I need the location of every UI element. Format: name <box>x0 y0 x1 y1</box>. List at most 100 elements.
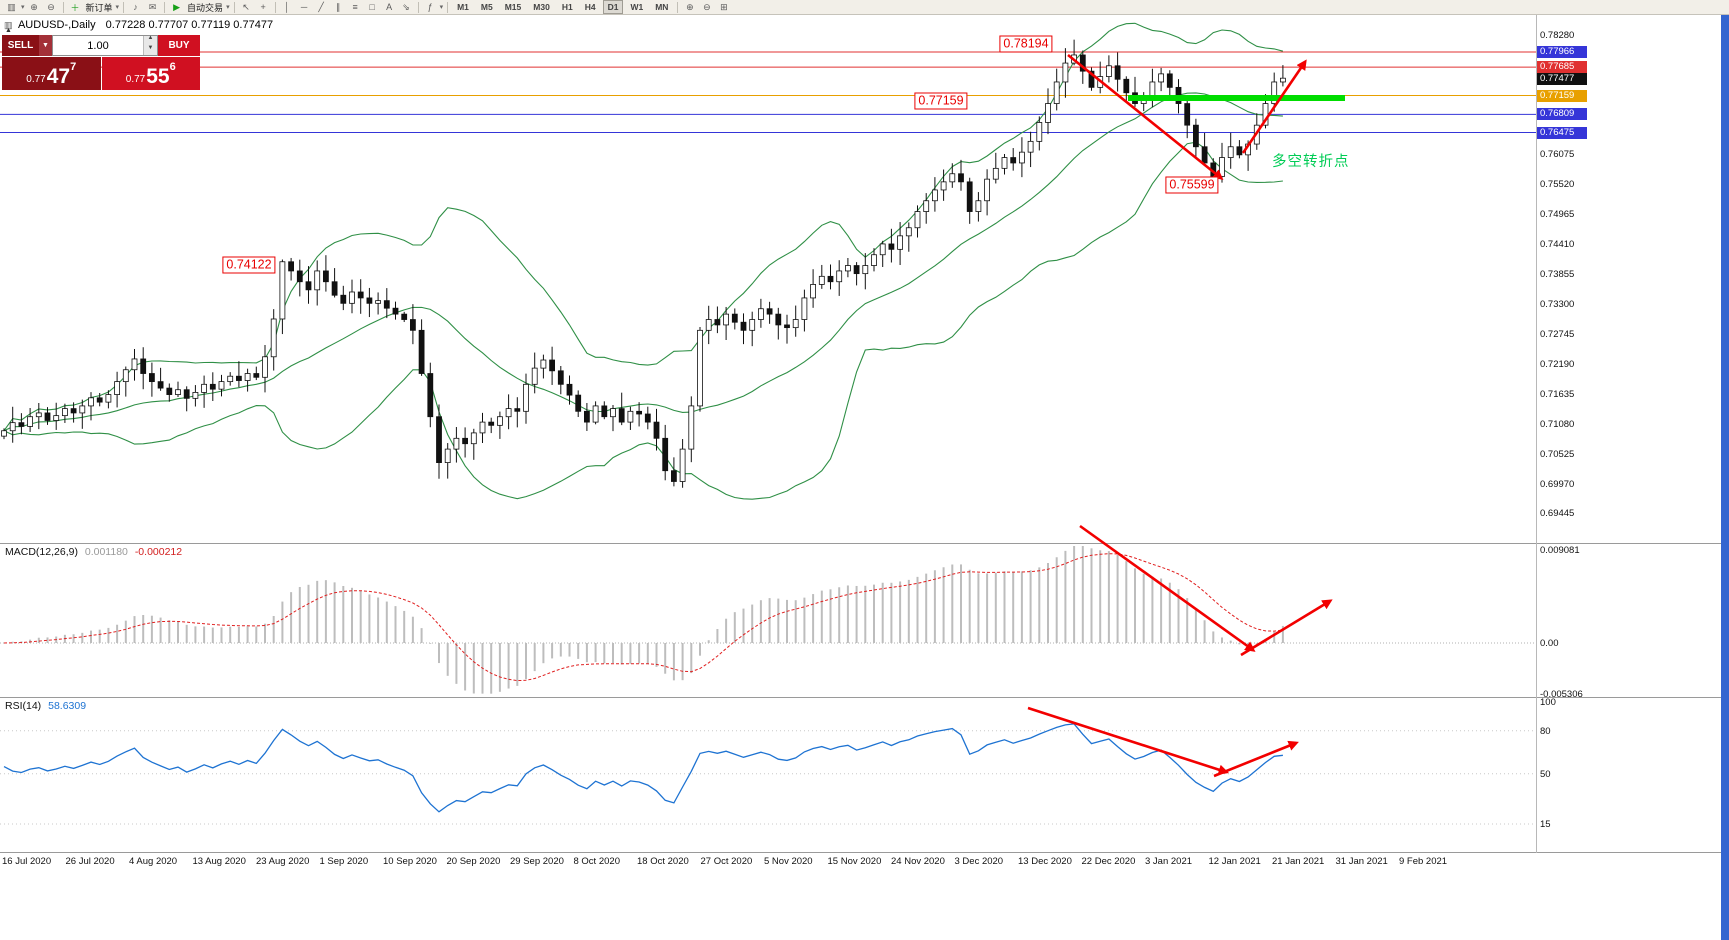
sell-dropdown-icon[interactable]: ▼ <box>39 35 52 56</box>
zoom-out-icon[interactable]: ⊖ <box>47 1 55 12</box>
toolbar: ▥ ▾ ⊕ ⊖ ＋新订单 ▾ ♪ ✉ ▶ 自动交易 ▾ ↖ + │ ─ ╱ ∥ ≡ □ A ⇘ ƒ ▾ M1 M5 M15 M30 H… <box>0 0 1729 15</box>
timeframe-w1[interactable]: W1 <box>630 2 644 12</box>
trendline-icon[interactable]: ╱ <box>318 1 324 12</box>
shapes-icon[interactable]: □ <box>369 2 375 12</box>
price-axis-label: 0.71635 <box>1540 389 1575 400</box>
price-axis-label: 0.69970 <box>1540 479 1575 490</box>
price-annotation-tag: 0.75599 <box>1165 176 1219 194</box>
price-level-tag: 0.77966 <box>1537 46 1587 58</box>
timeframe-mn[interactable]: MN <box>655 2 669 12</box>
dropdown-caret-icon[interactable]: ▾ <box>226 4 230 11</box>
zoom-out-chart-icon[interactable]: ⊖ <box>703 1 711 12</box>
toolbar-separator <box>123 1 125 13</box>
timeframe-m30[interactable]: M30 <box>533 2 550 12</box>
date-axis-label: 23 Aug 2020 <box>256 856 310 867</box>
timeframe-m1[interactable]: M1 <box>457 2 469 12</box>
symbol-label: AUDUSD-,Daily <box>17 19 96 31</box>
toolbar-separator <box>164 1 166 13</box>
date-axis-label: 24 Nov 2020 <box>891 856 945 867</box>
text-label-icon[interactable]: A <box>386 2 393 12</box>
macd-rsi-divider[interactable] <box>0 697 1721 698</box>
sell-price-pip: 7 <box>70 61 77 73</box>
equidistant-channel-icon[interactable]: ∥ <box>335 1 341 12</box>
price-axis-label: 0.71080 <box>1540 419 1575 430</box>
sell-price-tile[interactable]: 0.77 47 7 <box>2 57 101 90</box>
price-annotation-tag: 0.77159 <box>914 92 968 110</box>
zoom-in-icon[interactable]: ⊕ <box>30 1 38 12</box>
price-level-tag: 0.77477 <box>1537 73 1587 85</box>
oneclick-collapse-icon[interactable]: ▲ <box>5 27 12 34</box>
volume-input[interactable] <box>53 36 143 55</box>
macd-label: MACD(12,26,9) 0.001180 -0.000212 <box>5 546 183 558</box>
main-macd-divider[interactable] <box>0 543 1721 544</box>
sound-icon[interactable]: ♪ <box>133 2 138 12</box>
rsi-scale-label: 100 <box>1540 697 1556 708</box>
volume-down-icon[interactable]: ▼ <box>144 45 157 55</box>
date-axis-label: 27 Oct 2020 <box>700 856 753 867</box>
date-axis-label: 1 Sep 2020 <box>319 856 369 867</box>
price-axis-label: 0.75520 <box>1540 179 1575 190</box>
dropdown-caret-icon[interactable]: ▾ <box>439 4 444 11</box>
date-axis-label: 20 Sep 2020 <box>446 856 501 867</box>
vertical-line-icon[interactable]: │ <box>284 2 290 12</box>
timeframe-m15[interactable]: M15 <box>504 2 522 12</box>
price-axis-label: 0.72745 <box>1540 329 1575 340</box>
date-axis-label: 4 Aug 2020 <box>129 856 178 867</box>
buy-price-tile[interactable]: 0.77 55 6 <box>101 57 200 90</box>
buy-price-prefix: 0.77 <box>125 74 146 85</box>
toolbar-separator <box>233 1 235 13</box>
charts-menu-icon[interactable]: ▥ <box>7 1 16 12</box>
price-axis-label: 0.70525 <box>1540 449 1575 460</box>
auto-trading-icon[interactable]: ▶ <box>173 1 180 12</box>
zoom-in-chart-icon[interactable]: ⊕ <box>686 1 694 12</box>
sell-price-prefix: 0.77 <box>26 74 46 85</box>
ohlc-values: 0.77228 0.77707 0.77119 0.77477 <box>105 19 274 31</box>
price-level-tag: 0.77685 <box>1537 61 1587 73</box>
volume-stepper[interactable]: ▲ ▼ <box>143 35 157 55</box>
date-axis-label: 18 Oct 2020 <box>637 856 689 867</box>
date-axis-label: 9 Feb 2021 <box>1399 856 1448 867</box>
auto-trading-button[interactable]: 自动交易 <box>187 2 224 13</box>
price-level-tag: 0.76475 <box>1537 127 1587 139</box>
rsi-scale-label: 80 <box>1540 726 1551 737</box>
price-axis-label: 0.74965 <box>1540 209 1575 220</box>
price-axis-label: 0.72190 <box>1540 359 1575 370</box>
cursor-icon[interactable]: ↖ <box>242 1 250 12</box>
date-axis-label: 22 Dec 2020 <box>1081 856 1136 867</box>
arrow-tool-icon[interactable]: ⇘ <box>402 1 410 12</box>
sell-button[interactable]: SELL <box>2 35 39 56</box>
dropdown-caret-icon[interactable]: ▾ <box>115 4 120 11</box>
timeframe-d1[interactable]: D1 <box>602 0 624 14</box>
buy-button[interactable]: BUY <box>158 35 200 56</box>
rsi-scale-label: 15 <box>1540 819 1551 830</box>
price-annotation-tag: 0.78194 <box>999 35 1053 53</box>
macd-scale-label: 0.009081 <box>1540 545 1580 556</box>
tile-windows-icon[interactable]: ⊞ <box>720 1 728 12</box>
rsi-scale-label: 50 <box>1540 769 1551 780</box>
price-axis-label: 0.73300 <box>1540 299 1575 310</box>
timeframe-m5[interactable]: M5 <box>480 2 493 12</box>
toolbar-separator <box>274 1 276 13</box>
sell-price-big: 47 <box>46 65 71 88</box>
toolbar-separator <box>62 1 64 13</box>
price-axis-label: 0.78280 <box>1540 30 1575 41</box>
date-axis-label: 5 Nov 2020 <box>764 856 813 867</box>
dropdown-caret-icon[interactable]: ▾ <box>21 4 25 11</box>
horizontal-line-icon[interactable]: ─ <box>300 2 308 12</box>
toolbar-separator <box>417 1 419 13</box>
new-order-icon[interactable]: ＋ <box>70 2 80 13</box>
macd-value-signal: -0.000212 <box>134 546 183 558</box>
date-axis-label: 3 Jan 2021 <box>1145 856 1193 867</box>
timeframe-h1[interactable]: H1 <box>561 2 573 12</box>
timeframe-h4[interactable]: H4 <box>584 2 596 12</box>
price-axis-label: 0.73855 <box>1540 269 1575 280</box>
date-axis-label: 3 Dec 2020 <box>954 856 1004 867</box>
fibonacci-icon[interactable]: ≡ <box>352 2 358 12</box>
indicators-icon[interactable]: ƒ <box>427 2 433 12</box>
right-window-edge <box>1721 15 1729 940</box>
toolbar-separator <box>677 1 679 13</box>
mail-icon[interactable]: ✉ <box>148 1 157 12</box>
crosshair-icon[interactable]: + <box>260 2 266 12</box>
new-order-button[interactable]: 新订单 <box>85 2 113 13</box>
